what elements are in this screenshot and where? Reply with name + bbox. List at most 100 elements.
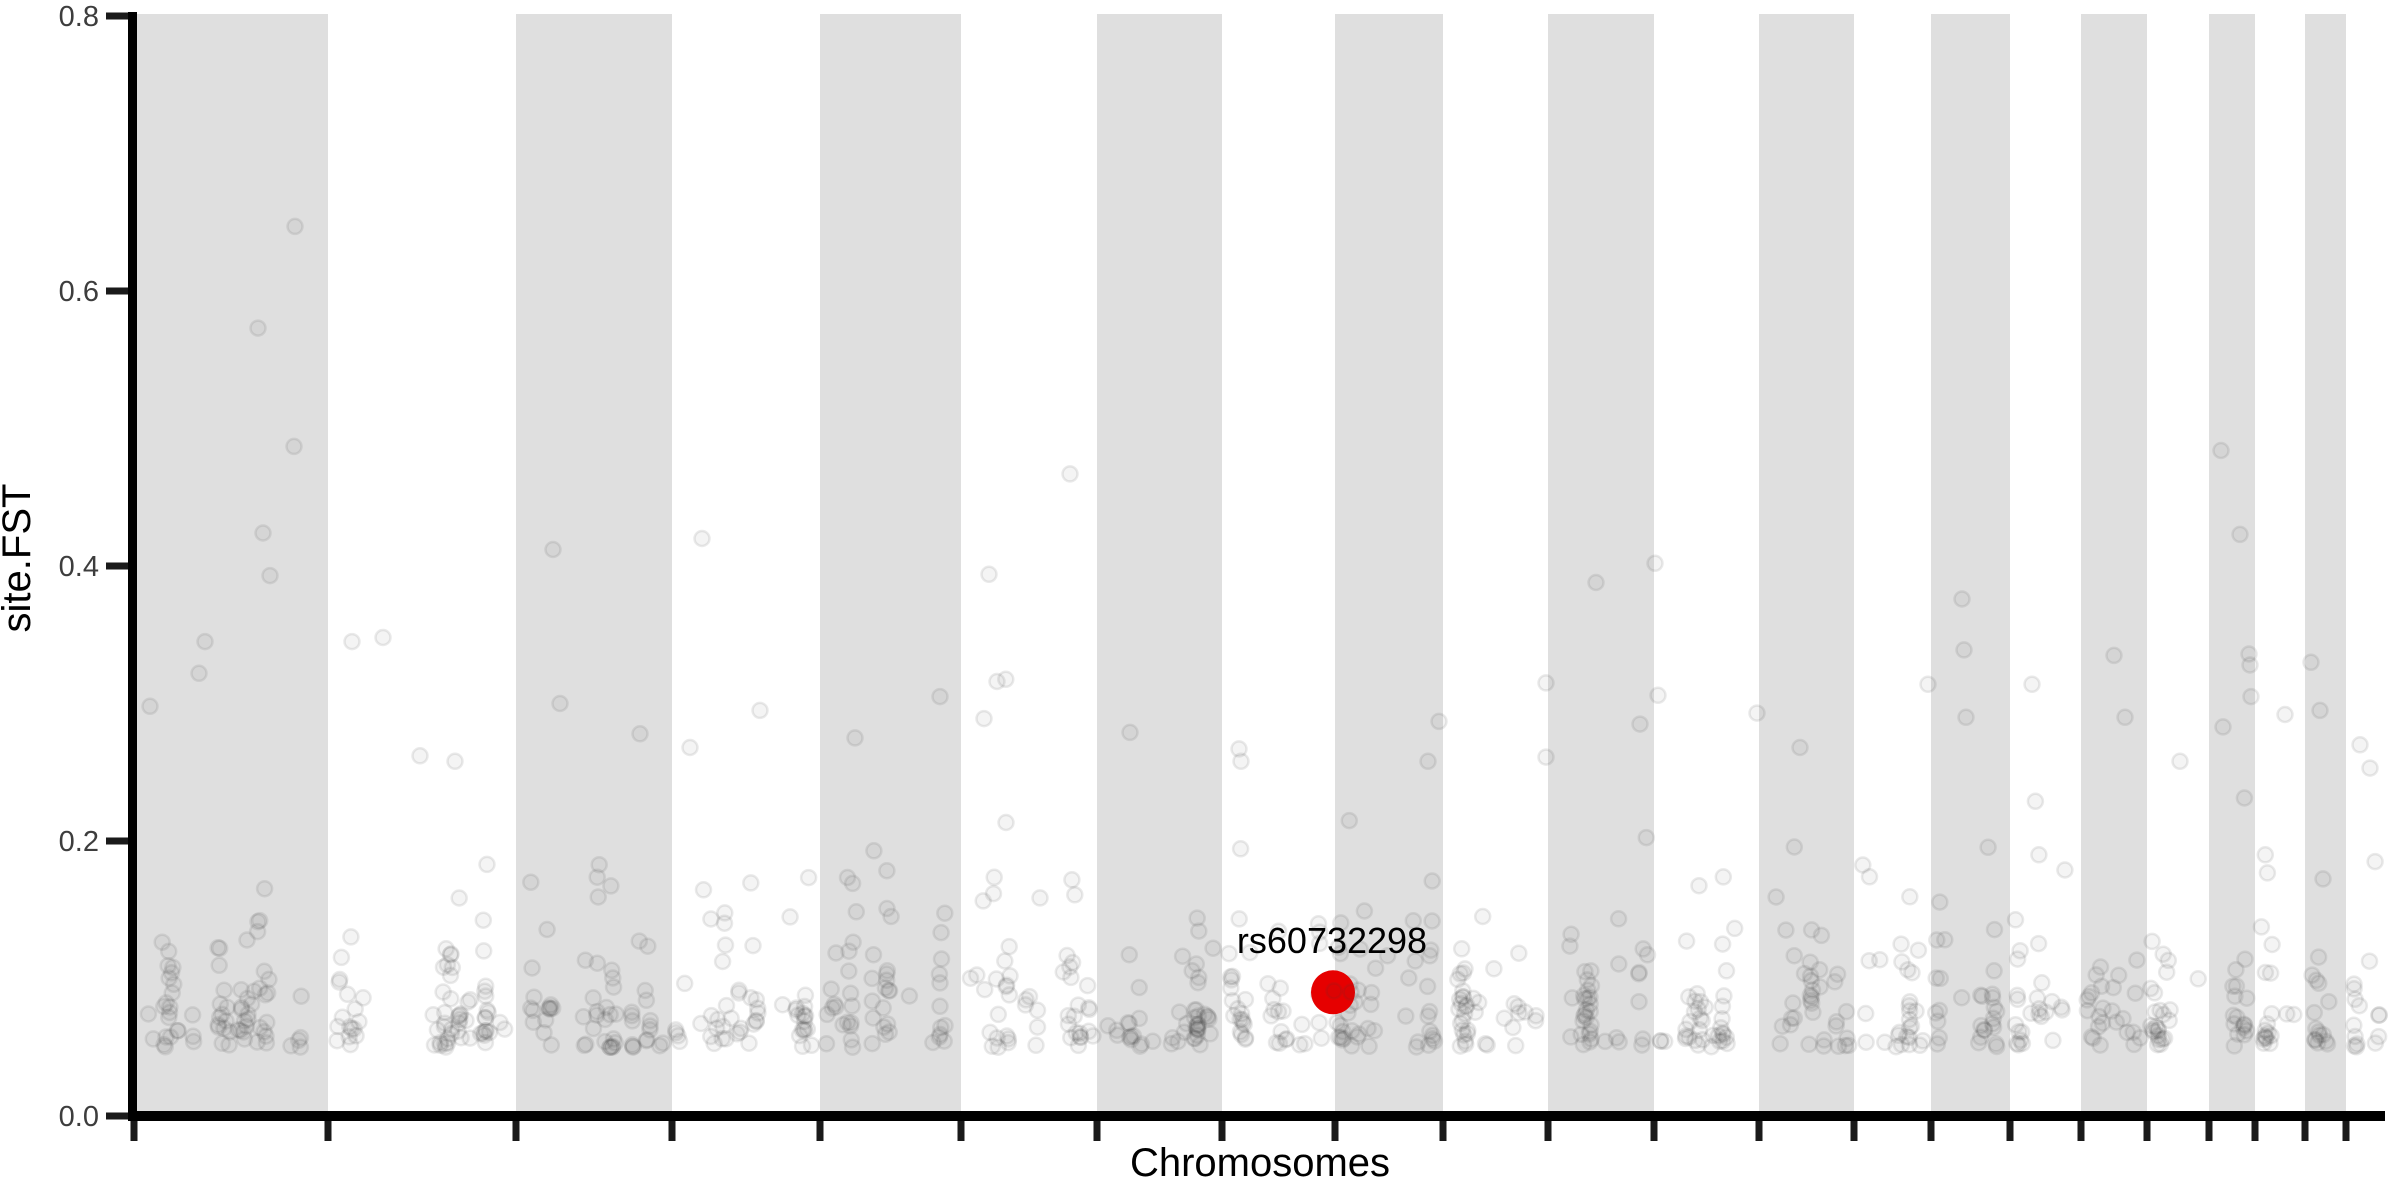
- data-point: [2346, 1027, 2364, 1046]
- data-point: [1360, 1037, 1378, 1056]
- x-tick: [2251, 1121, 2259, 1141]
- data-point: [722, 1009, 740, 1028]
- outlier-point: [544, 540, 562, 559]
- data-point: [232, 980, 250, 999]
- data-point: [877, 971, 896, 990]
- data-point: [863, 1034, 881, 1053]
- x-tick: [1650, 1121, 1658, 1141]
- data-point: [211, 995, 230, 1013]
- data-point: [2225, 1037, 2244, 1055]
- data-point: [1800, 1035, 1818, 1054]
- data-point: [932, 923, 950, 942]
- data-point: [1267, 1033, 1286, 1052]
- data-point: [1710, 1032, 1729, 1051]
- outlier-point: [846, 729, 864, 747]
- data-point: [2310, 1026, 2329, 1044]
- data-point: [1979, 838, 1997, 857]
- data-point: [524, 1001, 542, 1020]
- data-point: [249, 912, 267, 931]
- data-point: [217, 1012, 235, 1030]
- data-point: [1342, 983, 1360, 1002]
- data-point: [1987, 1035, 2005, 1053]
- chromosome-band: [1548, 14, 1654, 1111]
- data-point: [1189, 1020, 1207, 1038]
- data-point: [742, 989, 760, 1007]
- data-point: [1422, 941, 1440, 959]
- data-point: [436, 1035, 454, 1053]
- data-point: [2103, 1002, 2121, 1020]
- data-point: [2256, 1021, 2275, 1040]
- data-point: [155, 1036, 173, 1054]
- data-point: [457, 1011, 475, 1030]
- data-point: [451, 1005, 470, 1023]
- data-point: [338, 985, 357, 1004]
- data-point: [1348, 1028, 1367, 1046]
- x-tick: [2301, 1121, 2309, 1141]
- data-point: [2310, 974, 2328, 993]
- data-point: [139, 1005, 158, 1023]
- data-point: [2306, 1031, 2324, 1050]
- data-point: [2026, 792, 2045, 811]
- data-point: [1717, 1028, 1736, 1047]
- data-point: [478, 855, 496, 874]
- data-point: [2011, 941, 2029, 960]
- data-point: [1225, 1006, 1243, 1025]
- data-point: [1713, 1024, 1732, 1042]
- data-point: [255, 1023, 273, 1041]
- data-point: [602, 877, 620, 895]
- data-point: [1577, 1001, 1596, 1019]
- data-point: [452, 1028, 470, 1047]
- outlier-point: [196, 632, 214, 651]
- data-point: [1911, 1036, 1929, 1055]
- data-point: [1080, 1000, 1099, 1019]
- data-point: [449, 1007, 468, 1026]
- data-point: [2226, 987, 2244, 1005]
- outlier-point: [2116, 708, 2134, 727]
- data-point: [340, 1028, 358, 1046]
- data-point: [747, 990, 766, 1009]
- data-point: [1334, 1022, 1352, 1041]
- data-point: [434, 983, 452, 1001]
- data-point: [1704, 1026, 1722, 1045]
- data-point: [1186, 1029, 1204, 1048]
- data-point: [1689, 1036, 1707, 1054]
- data-point: [584, 1019, 603, 1038]
- chromosome-band: [2209, 14, 2255, 1111]
- data-point: [1080, 1022, 1098, 1041]
- data-point: [1020, 987, 1039, 1006]
- y-tick-label: 0.6: [59, 276, 99, 308]
- data-point: [1423, 1026, 1442, 1045]
- data-point: [161, 998, 179, 1016]
- data-point: [1079, 998, 1098, 1017]
- data-point: [2148, 1035, 2167, 1054]
- data-point: [1163, 1029, 1182, 1047]
- data-point: [1119, 1014, 1137, 1032]
- data-point: [717, 996, 736, 1015]
- data-point: [1222, 971, 1241, 989]
- data-point: [354, 989, 372, 1007]
- data-point: [291, 1028, 310, 1047]
- data-point: [702, 910, 720, 928]
- chromosome-band: [1097, 14, 1222, 1111]
- data-point: [1969, 1033, 1988, 1052]
- data-point: [1236, 990, 1255, 1009]
- data-point: [2052, 998, 2071, 1017]
- data-point: [817, 1034, 836, 1053]
- data-point: [2013, 1023, 2031, 1041]
- data-point: [1578, 971, 1597, 989]
- data-point: [702, 1027, 720, 1046]
- data-point: [1328, 1013, 1346, 1032]
- data-point: [350, 1012, 368, 1031]
- data-point: [1120, 945, 1139, 964]
- outlier-point: [2361, 759, 2379, 777]
- data-point: [577, 1035, 595, 1054]
- data-point: [728, 1025, 746, 1043]
- y-tick-label: 0.8: [59, 1, 99, 33]
- data-point: [1122, 1027, 1140, 1046]
- data-point: [651, 1036, 669, 1055]
- data-point: [781, 908, 799, 926]
- data-point: [709, 1010, 727, 1029]
- data-point: [1574, 1035, 1593, 1054]
- data-point: [707, 1019, 726, 1038]
- outlier-point: [1649, 686, 1667, 705]
